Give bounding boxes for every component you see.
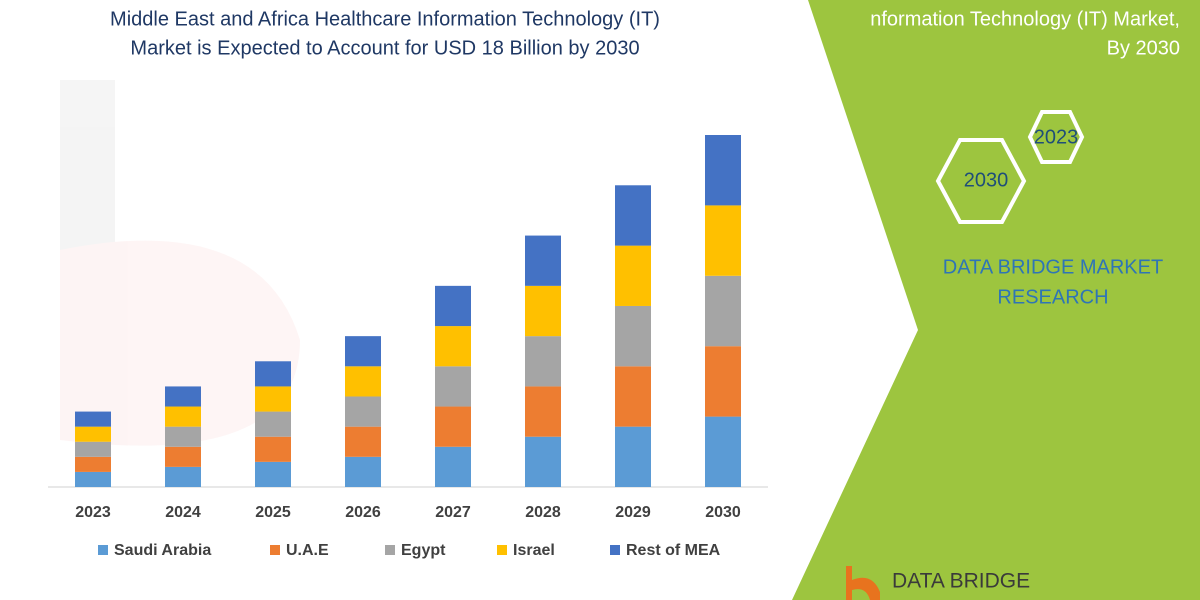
chart-title: Market is Expected to Account for USD 18… (130, 37, 639, 59)
legend-label: Saudi Arabia (114, 542, 211, 559)
bar-segment (345, 426, 381, 457)
panel-heading: nformation Technology (IT) Market, (870, 8, 1180, 30)
logo-mark (846, 566, 880, 600)
bar-segment (345, 396, 381, 427)
hexagon-label: 2023 (1034, 126, 1079, 148)
panel-heading: By 2030 (1107, 37, 1180, 59)
brand-text: DATA BRIDGE MARKET (943, 256, 1163, 278)
bar-segment (435, 326, 471, 367)
legend-swatch (98, 545, 108, 555)
bar-segment (705, 135, 741, 206)
bar-segment (345, 366, 381, 397)
bar-segment (705, 416, 741, 487)
bar-segment (705, 205, 741, 276)
bar-segment (525, 436, 561, 487)
bar-segment (255, 461, 291, 487)
bar-segment (435, 446, 471, 487)
bar-segment (255, 361, 291, 387)
bar-segment (525, 336, 561, 387)
logo-text: DATA BRIDGE (892, 570, 1030, 593)
bar-segment (165, 426, 201, 447)
bar-segment (165, 386, 201, 407)
watermark (60, 80, 300, 446)
bar-segment (615, 426, 651, 487)
bar-segment (345, 456, 381, 487)
bar-segment (165, 406, 201, 427)
bar-segment (705, 346, 741, 417)
legend-label: Rest of MEA (626, 542, 721, 559)
x-tick-label: 2024 (165, 504, 201, 521)
legend-swatch (270, 545, 280, 555)
bar-segment (255, 436, 291, 462)
bar-segment (525, 235, 561, 286)
bar-segment (615, 305, 651, 367)
green-panel (792, 0, 1200, 600)
bar-segment (75, 471, 111, 487)
legend-label: Egypt (401, 542, 446, 559)
bar-segment (435, 285, 471, 327)
legend-swatch (385, 545, 395, 555)
bar-segment (75, 441, 111, 457)
bar-segment (75, 426, 111, 442)
legend-swatch (610, 545, 620, 555)
legend-label: U.A.E (286, 542, 329, 559)
bar-segment (525, 386, 561, 437)
bar-segment (435, 406, 471, 447)
x-tick-label: 2023 (75, 504, 111, 521)
bar-segment (615, 245, 651, 306)
bar-segment (615, 185, 651, 246)
chart-title: Middle East and Africa Healthcare Inform… (110, 8, 660, 30)
bar-segment (165, 446, 201, 467)
x-tick-label: 2026 (345, 504, 381, 521)
x-tick-label: 2027 (435, 504, 471, 521)
bar-segment (255, 411, 291, 437)
hexagon (1027, 110, 1085, 164)
legend-label: Israel (513, 542, 555, 559)
bar-segment (525, 285, 561, 337)
bar-segment (255, 386, 291, 412)
hexagon (935, 138, 1027, 224)
bar-segment (705, 275, 741, 347)
bar-segment (75, 456, 111, 472)
bar-segment (345, 336, 381, 367)
brand-text: RESEARCH (997, 286, 1108, 308)
bar-segment (165, 466, 201, 487)
legend-swatch (497, 545, 507, 555)
x-tick-label: 2028 (525, 504, 561, 521)
x-tick-label: 2025 (255, 504, 291, 521)
x-tick-label: 2030 (705, 504, 741, 521)
hexagon-label: 2030 (964, 169, 1009, 191)
bar-segment (435, 366, 471, 407)
bar-segment (75, 411, 111, 427)
x-tick-label: 2029 (615, 504, 651, 521)
bar-segment (615, 366, 651, 427)
